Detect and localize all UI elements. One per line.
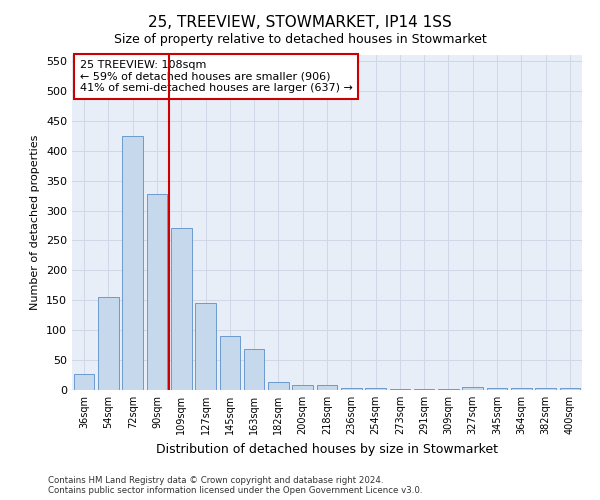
Text: Contains HM Land Registry data © Crown copyright and database right 2024.
Contai: Contains HM Land Registry data © Crown c…: [48, 476, 422, 495]
Bar: [438, 389, 459, 390]
Bar: [487, 388, 508, 390]
Bar: [74, 374, 94, 390]
Bar: [122, 136, 143, 390]
Bar: [365, 388, 386, 390]
Text: Size of property relative to detached houses in Stowmarket: Size of property relative to detached ho…: [113, 32, 487, 46]
Text: 25 TREEVIEW: 108sqm
← 59% of detached houses are smaller (906)
41% of semi-detac: 25 TREEVIEW: 108sqm ← 59% of detached ho…: [80, 60, 353, 93]
Bar: [389, 389, 410, 390]
Text: 25, TREEVIEW, STOWMARKET, IP14 1SS: 25, TREEVIEW, STOWMARKET, IP14 1SS: [148, 15, 452, 30]
Bar: [146, 194, 167, 390]
Bar: [98, 298, 119, 390]
Bar: [292, 384, 313, 390]
Bar: [463, 387, 483, 390]
Bar: [244, 350, 265, 390]
Bar: [268, 382, 289, 390]
Y-axis label: Number of detached properties: Number of detached properties: [31, 135, 40, 310]
Bar: [511, 388, 532, 390]
Bar: [171, 228, 191, 390]
Bar: [535, 388, 556, 390]
Bar: [341, 388, 362, 390]
Bar: [317, 384, 337, 390]
Bar: [220, 336, 240, 390]
Bar: [414, 389, 434, 390]
X-axis label: Distribution of detached houses by size in Stowmarket: Distribution of detached houses by size …: [156, 442, 498, 456]
Bar: [560, 388, 580, 390]
Bar: [195, 304, 216, 390]
